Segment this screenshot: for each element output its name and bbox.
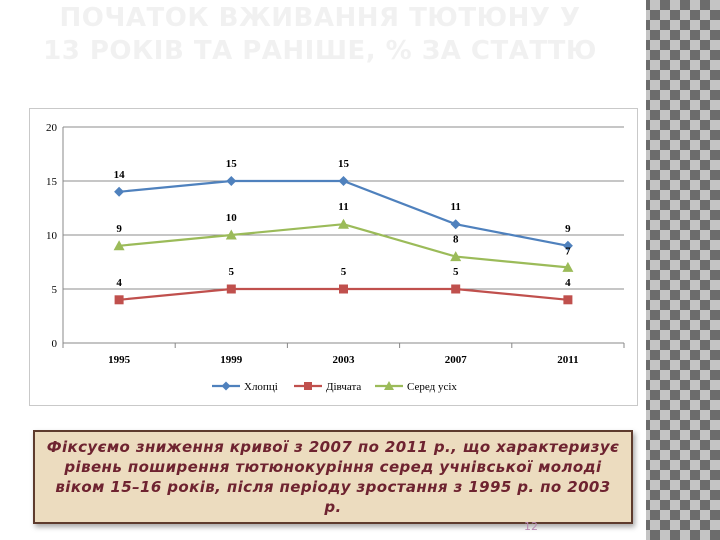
data-label: 5	[341, 266, 347, 278]
data-label: 14	[114, 169, 126, 181]
data-label: 4	[116, 277, 122, 289]
caption-text: Фіксуємо зниження кривої з 2007 по 2011 …	[46, 438, 620, 516]
slide-title: ПОЧАТОК ВЖИВАННЯ ТЮТЮНУ У 13 РОКІВ ТА РА…	[43, 3, 597, 66]
data-label: 11	[450, 201, 460, 213]
data-label: 9	[116, 223, 122, 235]
x-tick-label: 2007	[445, 354, 468, 366]
data-point	[226, 284, 236, 294]
data-point	[114, 186, 125, 197]
data-point	[226, 176, 237, 186]
decorative-pattern-panel	[640, 0, 720, 540]
x-tick-label: 1999	[220, 354, 243, 366]
data-point	[339, 284, 348, 294]
data-label: 7	[565, 245, 571, 257]
legend-marker	[221, 381, 231, 391]
data-label: 15	[226, 158, 238, 170]
data-label: 9	[565, 223, 571, 235]
data-label: 4	[565, 277, 571, 289]
data-point	[562, 261, 574, 272]
data-label: 15	[338, 158, 350, 170]
x-tick-label: 2003	[333, 354, 356, 366]
data-label: 10	[226, 212, 238, 224]
data-label: 5	[453, 266, 459, 278]
data-point	[562, 240, 573, 251]
y-tick-label: 0	[52, 338, 58, 350]
data-label: 5	[229, 266, 235, 278]
legend-label: Хлопці	[244, 381, 278, 393]
legend-label: Дівчата	[326, 381, 361, 393]
data-point	[114, 295, 124, 305]
page-number: 12	[524, 520, 538, 533]
data-point	[563, 295, 573, 305]
y-tick-label: 20	[46, 122, 58, 134]
y-tick-label: 5	[52, 284, 58, 296]
line-chart: 0 5 10 15 20 1995 1999 2003 2007 2011 14 15 15 11 9 4 5 5…	[29, 108, 638, 406]
data-label: 11	[338, 201, 348, 213]
legend-marker	[304, 382, 312, 390]
y-tick-label: 15	[46, 176, 58, 188]
y-tick-label: 10	[46, 230, 58, 242]
data-point	[225, 229, 237, 240]
data-point	[338, 218, 349, 229]
data-point	[113, 240, 125, 251]
data-point	[450, 251, 462, 262]
data-point	[450, 219, 461, 230]
series-line-1	[118, 179, 569, 247]
series-line-3	[118, 223, 569, 269]
legend-label: Серед усіх	[407, 381, 457, 393]
caption-box: Фіксуємо зниження кривої з 2007 по 2011 …	[33, 430, 633, 524]
data-label: 8	[453, 234, 459, 246]
data-point	[451, 284, 461, 294]
chart-svg: 0 5 10 15 20 1995 1999 2003 2007 2011 14 15 15 11 9 4 5 5…	[46, 122, 625, 393]
x-tick-label: 1995	[108, 354, 131, 366]
x-tick-label: 2011	[557, 354, 578, 366]
data-point	[338, 176, 349, 186]
legend-marker	[384, 381, 394, 390]
